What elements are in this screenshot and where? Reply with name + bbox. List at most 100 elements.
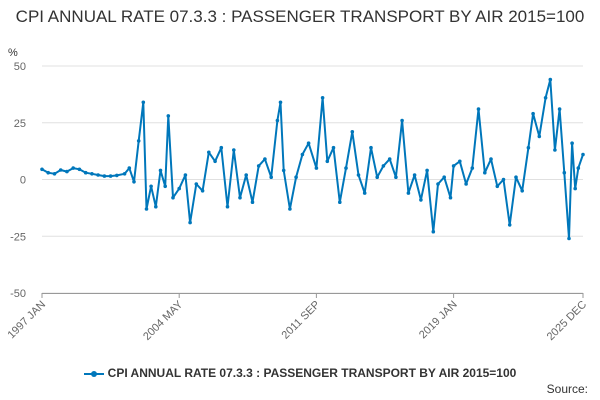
data-point[interactable] [281, 168, 286, 173]
data-point[interactable] [96, 173, 100, 177]
data-point[interactable] [394, 175, 398, 179]
data-point[interactable] [213, 159, 217, 164]
data-point[interactable] [40, 167, 44, 172]
data-point[interactable] [325, 159, 330, 164]
data-point[interactable] [163, 184, 167, 189]
data-point[interactable] [381, 164, 386, 168]
data-point[interactable] [122, 172, 127, 176]
data-point[interactable] [562, 170, 567, 175]
data-point[interactable] [306, 141, 311, 145]
data-point[interactable] [269, 175, 274, 179]
data-point[interactable] [171, 195, 175, 200]
data-point[interactable] [350, 130, 355, 134]
data-point[interactable] [314, 166, 319, 170]
data-point[interactable] [483, 170, 487, 175]
data-point[interactable] [581, 152, 585, 157]
data-point[interactable] [369, 145, 373, 150]
data-point[interactable] [412, 173, 417, 177]
data-point[interactable] [207, 150, 211, 155]
data-point[interactable] [58, 168, 63, 172]
data-point[interactable] [154, 204, 158, 209]
source-label[interactable]: Source: [546, 382, 588, 396]
data-point[interactable] [177, 186, 181, 191]
data-point[interactable] [256, 164, 261, 168]
data-point[interactable] [387, 157, 392, 161]
series-line[interactable] [41, 78, 584, 240]
data-point[interactable] [83, 170, 88, 175]
data-point[interactable] [225, 204, 230, 209]
data-point[interactable] [115, 173, 119, 178]
data-point[interactable] [65, 169, 69, 174]
data-point[interactable] [288, 207, 292, 211]
data-point[interactable] [166, 114, 171, 118]
data-point[interactable] [489, 157, 493, 161]
data-point[interactable] [470, 166, 475, 170]
data-point[interactable] [300, 152, 305, 157]
data-point[interactable] [573, 186, 577, 191]
data-point[interactable] [77, 167, 82, 172]
data-point[interactable] [451, 164, 456, 168]
data-point[interactable] [250, 200, 255, 204]
data-point[interactable] [464, 182, 468, 186]
data-point[interactable] [338, 200, 342, 204]
legend[interactable]: CPI ANNUAL RATE 07.3.3 : PASSENGER TRANS… [0, 366, 600, 380]
data-point[interactable] [200, 189, 205, 193]
data-point[interactable] [406, 191, 411, 195]
data-point[interactable] [543, 96, 548, 100]
data-point[interactable] [526, 145, 531, 150]
data-point[interactable] [238, 195, 242, 200]
data-point[interactable] [553, 148, 557, 152]
data-point[interactable] [557, 107, 562, 111]
data-point[interactable] [514, 175, 518, 179]
data-point[interactable] [436, 182, 440, 186]
data-point[interactable] [188, 220, 192, 225]
data-point[interactable] [400, 118, 404, 123]
data-point[interactable] [141, 100, 146, 105]
data-point[interactable] [362, 191, 367, 195]
data-point[interactable] [531, 111, 535, 116]
data-point[interactable] [132, 180, 136, 184]
data-point[interactable] [419, 198, 423, 202]
data-point[interactable] [194, 182, 199, 186]
data-point[interactable] [71, 166, 75, 170]
data-point[interactable] [442, 175, 447, 179]
data-point[interactable] [431, 229, 436, 234]
data-point[interactable] [90, 172, 94, 176]
data-point[interactable] [375, 175, 380, 179]
data-point[interactable] [52, 172, 57, 176]
data-point[interactable] [320, 96, 325, 100]
data-point[interactable] [183, 173, 188, 177]
data-point[interactable] [548, 77, 553, 82]
data-point[interactable] [263, 157, 267, 161]
data-point[interactable] [520, 189, 524, 193]
data-point[interactable] [448, 195, 453, 200]
data-point[interactable] [458, 159, 462, 164]
data-point[interactable] [102, 174, 107, 178]
data-point[interactable] [294, 175, 298, 179]
data-point[interactable] [331, 145, 336, 150]
data-point[interactable] [127, 166, 132, 170]
data-point[interactable] [144, 207, 149, 211]
data-point[interactable] [344, 166, 348, 170]
data-point[interactable] [158, 168, 163, 173]
x-tick-label: 1997 JAN [5, 299, 48, 342]
data-point[interactable] [507, 223, 512, 227]
data-point[interactable] [149, 184, 153, 189]
data-point[interactable] [576, 166, 581, 170]
data-point[interactable] [108, 174, 113, 178]
data-point[interactable] [495, 184, 500, 189]
data-point[interactable] [232, 148, 236, 152]
data-point[interactable] [356, 173, 361, 177]
data-point[interactable] [476, 107, 481, 111]
data-point[interactable] [570, 141, 574, 145]
data-point[interactable] [275, 118, 280, 123]
data-point[interactable] [46, 170, 50, 175]
data-point[interactable] [501, 177, 506, 182]
data-point[interactable] [219, 145, 224, 150]
data-point[interactable] [567, 236, 571, 241]
data-point[interactable] [278, 100, 283, 105]
data-point[interactable] [425, 168, 429, 173]
data-point[interactable] [136, 139, 141, 143]
data-point[interactable] [244, 173, 248, 177]
data-point[interactable] [537, 134, 542, 139]
